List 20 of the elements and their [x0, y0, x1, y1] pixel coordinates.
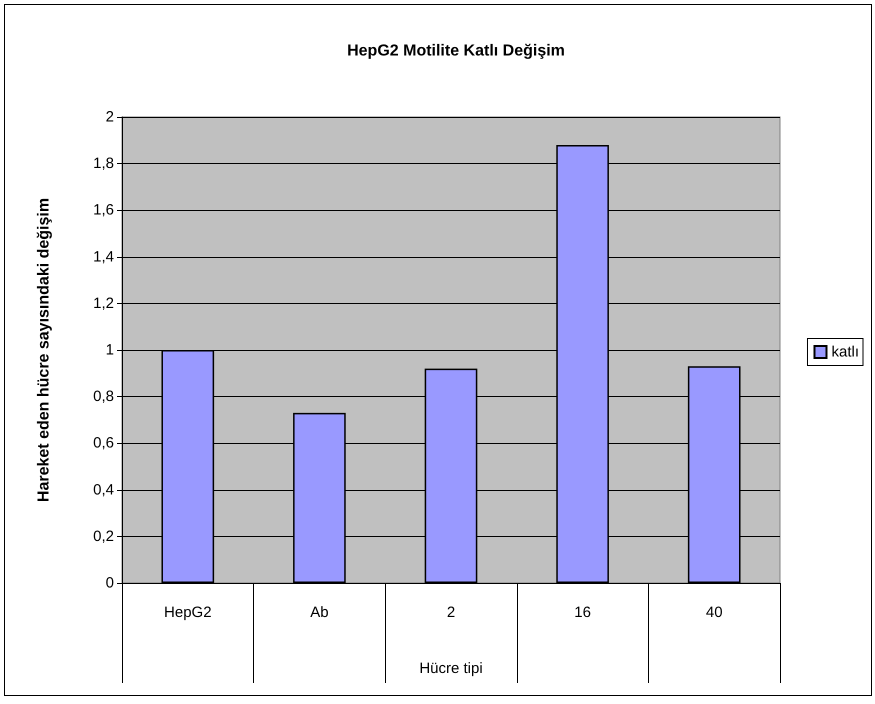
x-tick-label: HepG2	[164, 604, 212, 621]
legend-label: katlı	[831, 344, 860, 360]
y-tick-label: 1,6	[93, 202, 114, 219]
y-tick-label: 0,6	[93, 434, 114, 452]
x-tick-label: Ab	[310, 604, 329, 621]
x-axis-title: Hücre tipi	[419, 660, 483, 677]
x-tick-label: 16	[574, 604, 591, 621]
y-tick-label: 0,2	[93, 528, 114, 545]
y-axis-title: Hareket eden hücre sayısındaki değişim	[36, 198, 52, 502]
y-tick-label: 1,4	[93, 248, 114, 266]
y-tick-label: 1,8	[93, 155, 114, 172]
y-tick-label: 2	[106, 108, 114, 126]
chart-title: HepG2 Motilite Katlı Değişim	[347, 42, 565, 60]
y-tick-label: 0	[106, 574, 114, 592]
x-tick-label: 2	[446, 604, 456, 621]
y-tick-label: 1	[106, 342, 114, 358]
y-tick-label: 0,4	[93, 481, 114, 498]
x-tick-label: 40	[706, 604, 723, 621]
y-tick-label: 0,8	[93, 388, 114, 406]
y-tick-label: 1,2	[93, 294, 114, 312]
